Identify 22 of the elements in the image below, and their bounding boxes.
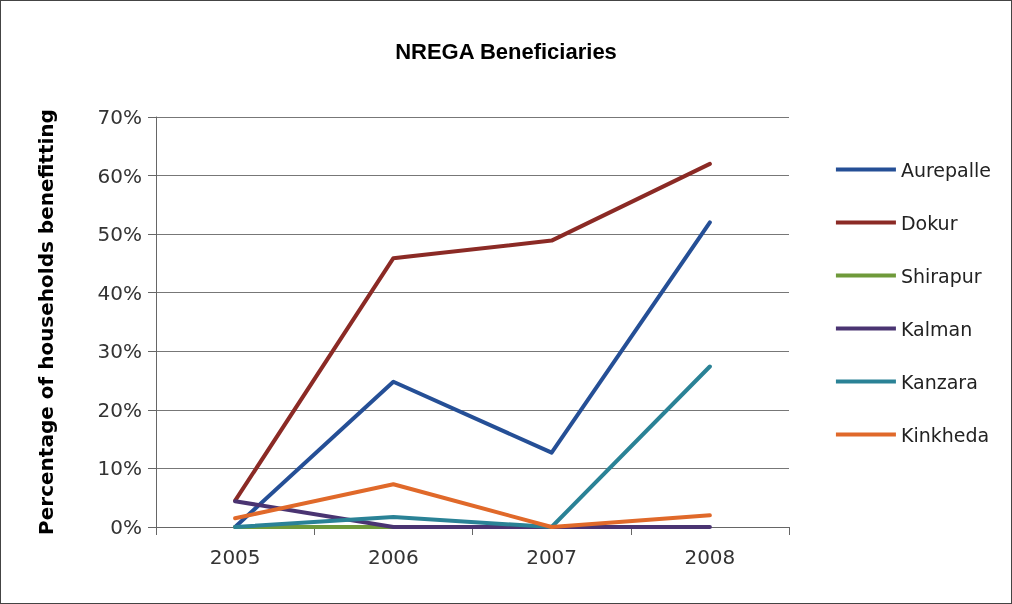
y-tick-label: 30%: [97, 339, 142, 364]
legend-label: Shirapur: [900, 264, 982, 287]
line-series: [233, 161, 712, 503]
x-tick-label: 2007: [526, 545, 578, 569]
x-tick-label: 2005: [209, 545, 261, 569]
legend-label: Dokur: [900, 211, 958, 234]
y-tick-label: 40%: [97, 280, 142, 305]
y-tick-label: 50%: [97, 222, 142, 247]
legend-label: Kalman: [900, 317, 973, 340]
legend-label: Kinkheda: [900, 423, 990, 446]
x-tick-label: 2008: [684, 545, 736, 569]
chart-title: NREGA Beneficiaries: [395, 38, 617, 64]
y-tick-label: 70%: [97, 105, 142, 129]
line-series: [233, 482, 712, 529]
y-tick-label: 10%: [97, 456, 142, 481]
legend-label: Aurepalle: [900, 158, 991, 181]
y-tick-label: 60%: [97, 163, 142, 188]
y-tick-label: 0%: [110, 515, 142, 539]
y-tick-label: 20%: [97, 397, 142, 422]
legend-label: Kanzara: [900, 370, 978, 393]
y-axis-title: Percentage of households benefitting: [34, 109, 58, 535]
x-tick-label: 2006: [367, 545, 419, 569]
